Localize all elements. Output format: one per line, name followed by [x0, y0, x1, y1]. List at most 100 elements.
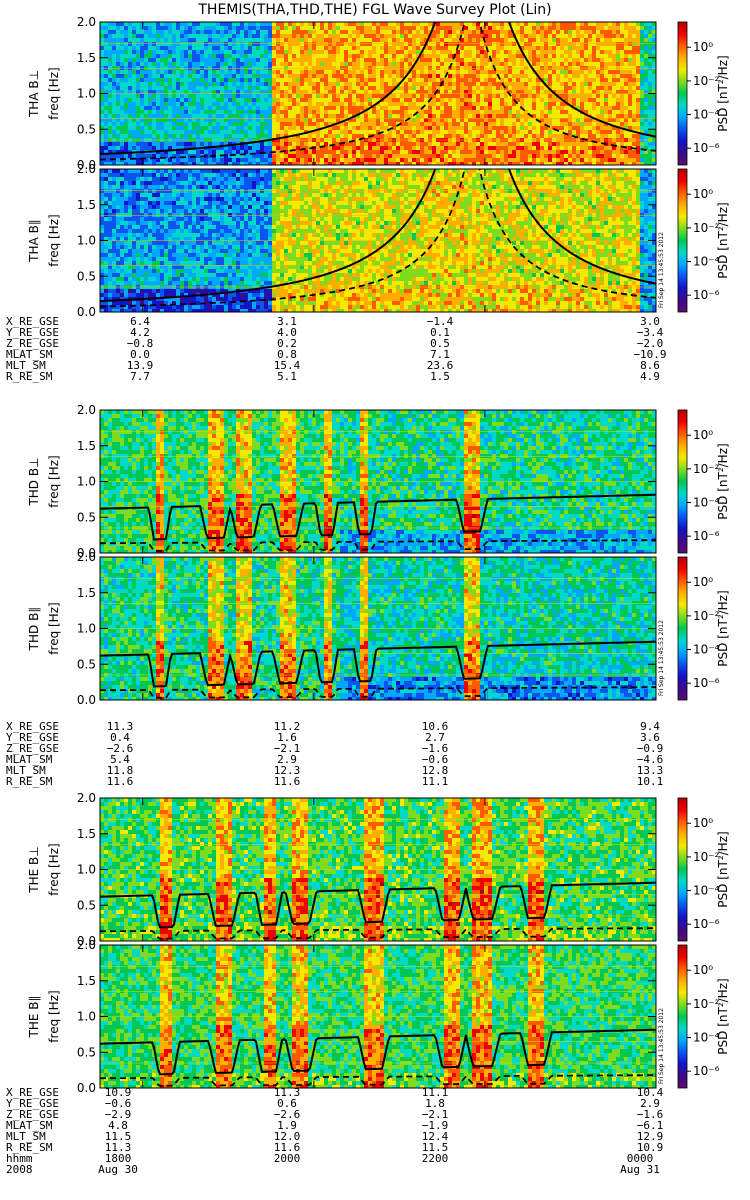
spectrogram-cell: [236, 126, 240, 130]
spectrogram-cell: [464, 146, 468, 150]
spectrogram-cell: [444, 146, 448, 150]
spectrogram-cell: [272, 114, 276, 118]
spectrogram-cell: [356, 22, 360, 26]
spectrogram-cell: [508, 50, 512, 54]
spectrogram-cell: [556, 142, 560, 146]
spectrogram-cell: [180, 142, 184, 146]
spectrogram-cell: [340, 78, 344, 82]
spectrogram-cell: [304, 162, 308, 165]
spectrogram-cell: [428, 110, 432, 114]
spectrogram-cell: [540, 102, 544, 106]
spectrogram-cell: [260, 94, 264, 98]
spectrogram-cell: [124, 154, 128, 158]
spectrogram-cell: [440, 26, 444, 30]
spectrogram-cell: [568, 98, 572, 102]
spectrogram-cell: [404, 122, 408, 126]
spectrogram-cell: [196, 34, 200, 38]
spectrogram-cell: [472, 130, 476, 134]
spectrogram-cell: [600, 90, 604, 94]
spectrogram-cell: [504, 94, 508, 98]
spectrogram-cell: [132, 134, 136, 138]
spectrogram-cell: [508, 118, 512, 122]
spectrogram-cell: [256, 38, 260, 42]
spectrogram-cell: [244, 78, 248, 82]
spectrogram-cell: [192, 74, 196, 78]
spectrogram-cell: [552, 30, 556, 34]
spectrogram-cell: [552, 94, 556, 98]
spectrogram-cell: [608, 58, 612, 62]
spectrogram-cell: [648, 98, 652, 102]
spectrogram-cell: [476, 94, 480, 98]
spectrogram-cell: [292, 74, 296, 78]
spectrogram-cell: [240, 34, 244, 38]
spectrogram-cell: [252, 134, 256, 138]
spectrogram-cell: [600, 102, 604, 106]
spectrogram-cell: [180, 106, 184, 110]
spectrogram-cell: [284, 122, 288, 126]
spectrogram-cell: [312, 130, 316, 134]
spectrogram-cell: [176, 46, 180, 50]
spectrogram-cell: [412, 126, 416, 130]
spectrogram-cell: [196, 58, 200, 62]
spectrogram-cell: [648, 78, 652, 82]
spectrogram-cell: [448, 50, 452, 54]
spectrogram-cell: [512, 38, 516, 42]
spectrogram-cell: [392, 158, 396, 162]
spectrogram-cell: [416, 118, 420, 122]
spectrogram-cell: [144, 38, 148, 42]
spectrogram-cell: [552, 58, 556, 62]
spectrogram-cell: [176, 78, 180, 82]
spectrogram-cell: [144, 90, 148, 94]
spectrogram-cell: [460, 106, 464, 110]
spectrogram-cell: [100, 82, 104, 86]
spectrogram-cell: [436, 98, 440, 102]
spectrogram-cell: [244, 86, 248, 90]
spectrogram-cell: [592, 46, 596, 50]
spectrogram-cell: [212, 62, 216, 66]
spectrogram-cell: [288, 70, 292, 74]
spectrogram-cell: [556, 74, 560, 78]
spectrogram-cell: [328, 142, 332, 146]
spectrogram-cell: [148, 90, 152, 94]
spectrogram-cell: [572, 22, 576, 26]
spectrogram-cell: [208, 102, 212, 106]
spectrogram-cell: [304, 118, 308, 122]
spectrogram-cell: [260, 54, 264, 58]
spectrogram-cell: [636, 26, 640, 30]
spectrogram-cell: [268, 146, 272, 150]
spectrogram-cell: [396, 30, 400, 34]
spectrogram-cell: [272, 146, 276, 150]
spectrogram-cell: [444, 114, 448, 118]
spectrogram-cell: [236, 106, 240, 110]
spectrogram-cell: [548, 154, 552, 158]
spectrogram-cell: [540, 58, 544, 62]
spectrogram-cell: [464, 70, 468, 74]
spectrogram-cell: [436, 118, 440, 122]
spectrogram-cell: [280, 42, 284, 46]
spectrogram-cell: [384, 22, 388, 26]
spectrogram-cell: [576, 106, 580, 110]
spectrogram-cell: [180, 94, 184, 98]
spectrogram-cell: [604, 98, 608, 102]
spectrogram-cell: [256, 158, 260, 162]
spectrogram-cell: [548, 78, 552, 82]
spectrogram-cell: [388, 106, 392, 110]
spectrogram-cell: [140, 62, 144, 66]
spectrogram-cell: [264, 162, 268, 165]
spectrogram-cell: [284, 54, 288, 58]
spectrogram-cell: [164, 114, 168, 118]
spectrogram-cell: [244, 110, 248, 114]
spectrogram-cell: [528, 38, 532, 42]
spectrogram-cell: [308, 94, 312, 98]
spectrogram-cell: [280, 78, 284, 82]
spectrogram-cell: [284, 70, 288, 74]
spectrogram-cell: [416, 162, 420, 165]
spectrogram-cell: [540, 130, 544, 134]
spectrogram-cell: [460, 78, 464, 82]
spectrogram-cell: [436, 122, 440, 126]
spectrogram-cell: [148, 142, 152, 146]
spectrogram-cell: [600, 42, 604, 46]
spectrogram-cell: [636, 30, 640, 34]
spectrogram-cell: [264, 42, 268, 46]
spectrogram-cell: [184, 98, 188, 102]
